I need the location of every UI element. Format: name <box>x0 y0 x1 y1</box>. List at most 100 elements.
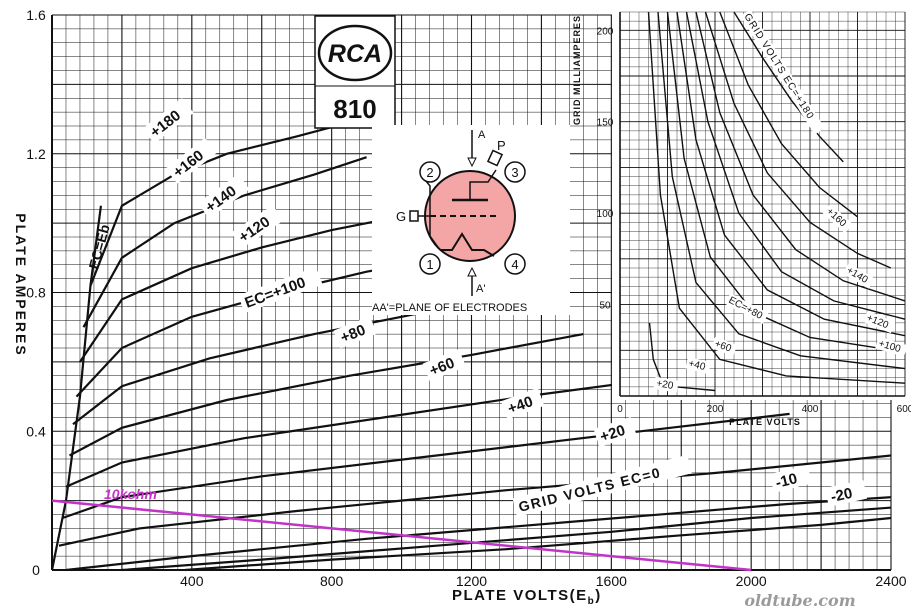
main-curve-ec-plus140 <box>79 215 402 363</box>
inset-curve-label-bg <box>875 336 908 357</box>
main-y-tick-label: 0.8 <box>26 285 46 301</box>
inset-curve-label-bg <box>711 336 738 357</box>
main-x-tick-label: 2400 <box>875 573 906 589</box>
main-curve-ec-plus160 <box>82 156 367 328</box>
inset-chart-tick-labels: 0 200 400 600 50 100 150 200 <box>597 26 911 415</box>
main-y-axis-title: PLATE AMPERES <box>13 213 29 356</box>
inset-curve-label-bg <box>863 310 896 334</box>
main-curve-ec-plus20 <box>58 454 892 547</box>
pin-2-label: 2 <box>426 165 433 180</box>
main-curve-label-bg <box>333 315 377 349</box>
grid-volts-ec0-label: GRID VOLTS EC=0 <box>517 464 663 515</box>
inset-curve-ec-plus40 <box>657 11 906 370</box>
plate-cap-label: P <box>497 138 506 153</box>
pin-4 <box>504 253 526 275</box>
main-x-tick-label: 800 <box>320 573 344 589</box>
inset-curve-label-bg <box>822 203 853 233</box>
inset-curve-ec-plus20 <box>647 11 906 384</box>
main-x-tick-label: 1600 <box>596 573 627 589</box>
main-curve-label-bg <box>197 173 250 219</box>
inset-y-axis-title: GRID MILLIAMPERES <box>572 15 582 125</box>
pin-1-label: 1 <box>426 257 433 272</box>
grid-volts-label-bg <box>512 454 692 517</box>
main-curve-ec-plus40 <box>62 412 790 520</box>
load-line-group: 10kohm <box>51 486 752 572</box>
inset-y-tick-label: 150 <box>597 118 614 129</box>
main-x-tick-label: 1200 <box>456 573 487 589</box>
main-curve-label-bg <box>769 464 812 493</box>
main-x-tick-label: 2000 <box>736 573 767 589</box>
main-curve-label-bg <box>238 266 323 314</box>
ec-eb-label: EC=Eb <box>85 223 112 271</box>
inset-y-tick-label: 200 <box>597 26 614 37</box>
main-curve-ec-plus80 <box>68 333 584 457</box>
tube-model-number: 810 <box>333 94 376 124</box>
inset-chart-curves <box>647 11 906 392</box>
inset-curve-label: +40 <box>687 358 707 373</box>
inset-curve-label-bg <box>685 356 712 375</box>
inset-curve-ec-plus80 <box>676 11 906 337</box>
inset-y-tick-label: 50 <box>599 301 611 312</box>
inset-curve-label: +20 <box>655 378 674 392</box>
main-curve-ec-minus10 <box>121 506 892 572</box>
plane-marker-a: A <box>478 129 486 141</box>
load-line-10kohm <box>51 499 752 572</box>
inset-x-axis-title: PLATE VOLTS <box>729 417 801 427</box>
main-curve-label-bg <box>142 97 194 144</box>
main-y-tick-label: 0 <box>32 562 40 578</box>
load-line-label: 10kohm <box>104 486 157 502</box>
pin-2 <box>419 161 441 183</box>
main-curve-ec-eb <box>50 205 103 571</box>
main-curve-label: EC=+100 <box>243 274 308 312</box>
inset-curve-label-bg <box>653 376 679 393</box>
main-curve-label-bg <box>593 416 637 448</box>
inset-curve-ec-plus140 <box>704 11 892 269</box>
main-curve-label: -20 <box>829 485 854 506</box>
main-x-axis-title: PLATE VOLTS(Eb) <box>452 587 602 607</box>
main-curve-label-bg <box>824 480 868 507</box>
main-curve-label-bg <box>231 204 284 249</box>
pin-3-label: 3 <box>511 165 518 180</box>
rca-logo-box: RCA 810 <box>314 15 396 129</box>
inset-x-tick-label: 200 <box>707 404 724 415</box>
inset-curve-ec-plus160 <box>719 11 858 218</box>
plate-cap <box>486 149 504 167</box>
electrode-plane-caption: AA'=PLANE OF ELECTRODES <box>372 302 527 314</box>
pin-3 <box>504 161 526 183</box>
main-curve-label: +20 <box>598 422 627 446</box>
inset-curve-ec-plus100 <box>685 11 906 320</box>
grid-cap <box>409 210 419 222</box>
inset-x-tick-label: 400 <box>802 404 819 415</box>
main-curve-ec-minus20 <box>184 516 892 572</box>
main-curve-label-bg <box>165 137 217 184</box>
pin-4-label: 4 <box>511 257 518 272</box>
inset-curve-ec-plus120 <box>695 11 906 302</box>
main-curve-label-bg <box>501 387 545 420</box>
main-y-tick-label: 1.6 <box>26 7 46 23</box>
pin-1 <box>419 253 441 275</box>
watermark-text: oldtube.com <box>744 591 855 610</box>
main-curve-ec-0 <box>65 496 892 572</box>
rca-brand-text: RCA <box>328 40 382 68</box>
main-curve-label-bg <box>422 348 466 382</box>
main-curve-label: -10 <box>774 470 799 492</box>
filament <box>440 232 495 257</box>
grid-cap-label: G <box>396 209 406 224</box>
main-curve-ec-plus60 <box>65 374 682 488</box>
main-y-tick-label: 0.4 <box>26 423 46 439</box>
main-y-tick-label: 1.2 <box>26 146 46 162</box>
inset-curve-label-bg <box>842 263 875 289</box>
inset-y-tick-label: 100 <box>597 209 614 220</box>
inset-grid-volts-label-bg <box>740 9 825 135</box>
inset-curve-label-bg <box>724 293 769 324</box>
inset-curve-ec-plus60 <box>666 11 906 353</box>
rca-logo-ellipse <box>317 24 393 82</box>
inset-curve-ec-plus180 <box>733 11 844 163</box>
inset-x-tick-label: 0 <box>617 404 623 415</box>
inset-x-tick-label: 600 <box>897 404 911 415</box>
main-x-tick-label: 400 <box>180 573 204 589</box>
plane-marker-a-prime: A' <box>476 283 485 295</box>
tube-pin-diagram: 2 3 1 4 P G A A' AA'=PLANE OF ELECTRODES <box>372 125 570 315</box>
